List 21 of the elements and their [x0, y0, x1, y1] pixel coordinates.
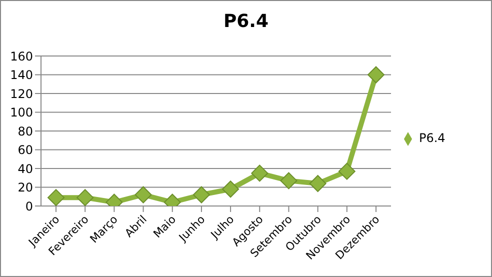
chart-title: P6.4	[222, 11, 270, 32]
y-tick-label: 80	[18, 124, 33, 138]
point	[192, 186, 210, 204]
legend-label: P6.4	[419, 131, 446, 146]
point	[76, 189, 94, 206]
point	[134, 186, 152, 204]
y-tick-label: 140	[10, 68, 33, 82]
y-tick-label: 100	[10, 106, 33, 120]
y-tick-label: 60	[18, 143, 33, 158]
y-tick-label: 0	[25, 199, 33, 214]
point	[338, 162, 356, 180]
point	[48, 189, 64, 206]
point	[368, 66, 384, 84]
y-tick-label: 120	[10, 86, 33, 101]
point	[309, 175, 326, 192]
y-tick-label: 40	[18, 162, 33, 176]
y-tick-label: 20	[18, 180, 33, 195]
y-tick-label: 160	[10, 49, 33, 64]
point	[280, 172, 298, 190]
point	[251, 164, 268, 182]
point	[222, 180, 240, 198]
